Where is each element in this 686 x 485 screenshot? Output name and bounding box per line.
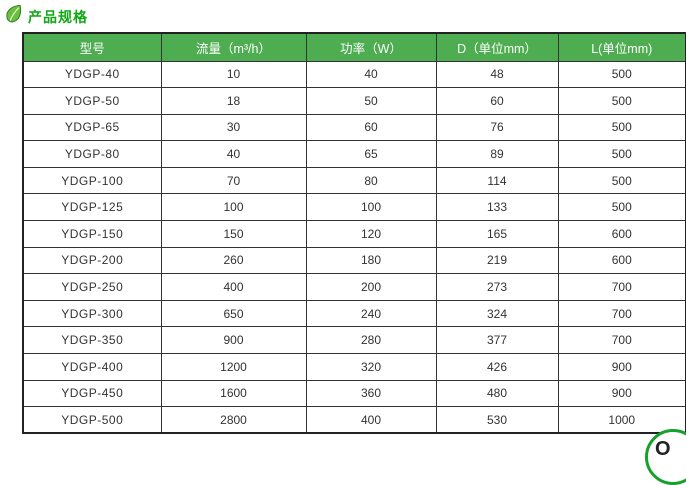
table-cell: 900: [557, 379, 686, 408]
table-cell: 500: [557, 193, 686, 222]
table-cell: 500: [557, 87, 686, 115]
column-header-power: 功率（W）: [305, 32, 437, 62]
column-header-l-mm: L(单位mm): [557, 32, 686, 62]
table-cell: YDGP-350: [22, 326, 162, 355]
table-cell: 600: [557, 246, 686, 275]
table-row: YDGP-350 900 280 377 700: [22, 326, 686, 355]
table-cell: 240: [305, 299, 437, 328]
table-cell: YDGP-300: [22, 299, 162, 328]
table-cell: 400: [305, 406, 437, 434]
table-cell: 426: [435, 353, 559, 381]
table-cell: 1200: [160, 353, 307, 381]
table-row: YDGP-150 150 120 165 600: [22, 220, 686, 248]
table-cell: 50: [305, 87, 437, 115]
table-row: YDGP-200 260 180 219 600: [22, 246, 686, 275]
table-cell: 200: [305, 273, 437, 301]
table-row: YDGP-250 400 200 273 700: [22, 273, 686, 301]
table-cell: 60: [305, 113, 437, 142]
table-row: YDGP-450 1600 360 480 900: [22, 379, 686, 408]
table-cell: 60: [435, 87, 559, 115]
table-cell: 65: [305, 140, 437, 168]
table-cell: YDGP-500: [22, 406, 162, 434]
table-cell: 114: [435, 166, 559, 195]
table-cell: 500: [557, 166, 686, 195]
page-title: 产品规格: [28, 8, 88, 25]
table-cell: YDGP-200: [22, 246, 162, 275]
table-cell: 530: [435, 406, 559, 434]
table-cell: 10: [160, 60, 307, 89]
leaf-icon: [4, 4, 24, 29]
table-cell: 80: [305, 166, 437, 195]
table-cell: 100: [305, 193, 437, 222]
table-cell: 900: [160, 326, 307, 355]
table-cell: 70: [160, 166, 307, 195]
table-row: YDGP-500 2800 400 530 1000: [22, 406, 686, 434]
watermark-text: O: [655, 438, 671, 460]
table-cell: 260: [160, 246, 307, 275]
table-row: YDGP-100 70 80 114 500: [22, 166, 686, 195]
table-cell: YDGP-40: [22, 60, 162, 89]
table-cell: 30: [160, 113, 307, 142]
table-cell: 500: [557, 140, 686, 168]
table-cell: 400: [160, 273, 307, 301]
section-title-bar: 产品规格: [4, 4, 88, 29]
partial-circle-logo: O: [645, 429, 686, 485]
table-row: YDGP-65 30 60 76 500: [22, 113, 686, 142]
table-cell: 360: [305, 379, 437, 408]
table-cell: 219: [435, 246, 559, 275]
table-cell: 1600: [160, 379, 307, 408]
table-cell: YDGP-150: [22, 220, 162, 248]
table-cell: 48: [435, 60, 559, 89]
table-row: YDGP-80 40 65 89 500: [22, 140, 686, 168]
table-cell: 500: [557, 113, 686, 142]
table-row: YDGP-300 650 240 324 700: [22, 299, 686, 328]
column-header-model: 型号: [22, 32, 162, 62]
table-cell: 700: [557, 273, 686, 301]
table-row: YDGP-400 1200 320 426 900: [22, 353, 686, 381]
table-cell: 700: [557, 299, 686, 328]
table-cell: 700: [557, 326, 686, 355]
table-cell: 89: [435, 140, 559, 168]
table-cell: 150: [160, 220, 307, 248]
table-cell: 40: [160, 140, 307, 168]
table-cell: 120: [305, 220, 437, 248]
table-cell: 377: [435, 326, 559, 355]
table-cell: YDGP-50: [22, 87, 162, 115]
table-cell: 2800: [160, 406, 307, 434]
table-cell: 165: [435, 220, 559, 248]
table-cell: 650: [160, 299, 307, 328]
table-cell: YDGP-125: [22, 193, 162, 222]
table-cell: 900: [557, 353, 686, 381]
column-header-flow: 流量（m³/h）: [160, 32, 307, 62]
table-body: YDGP-40 10 40 48 500 YDGP-50 18 50 60 500 YDGP-65 3…: [22, 60, 686, 434]
table-cell: 18: [160, 87, 307, 115]
table-cell: 480: [435, 379, 559, 408]
column-header-d-mm: D（单位mm）: [435, 32, 559, 62]
table-cell: 280: [305, 326, 437, 355]
table-cell: 133: [435, 193, 559, 222]
table-cell: YDGP-100: [22, 166, 162, 195]
table-cell: YDGP-80: [22, 140, 162, 168]
table-cell: YDGP-450: [22, 379, 162, 408]
table-cell: 1000: [557, 406, 686, 434]
table-cell: 324: [435, 299, 559, 328]
table-cell: 320: [305, 353, 437, 381]
table-cell: 500: [557, 60, 686, 89]
table-row: YDGP-40 10 40 48 500: [22, 60, 686, 89]
table-cell: 100: [160, 193, 307, 222]
table-cell: 40: [305, 60, 437, 89]
table-header-row: 型号 流量（m³/h） 功率（W） D（单位mm） L(单位mm): [22, 32, 686, 62]
table-cell: YDGP-250: [22, 273, 162, 301]
table-row: YDGP-125 100 100 133 500: [22, 193, 686, 222]
table-row: YDGP-50 18 50 60 500: [22, 87, 686, 115]
table-cell: 180: [305, 246, 437, 275]
table-cell: YDGP-65: [22, 113, 162, 142]
table-cell: YDGP-400: [22, 353, 162, 381]
table-cell: 76: [435, 113, 559, 142]
spec-table: 型号 流量（m³/h） 功率（W） D（单位mm） L(单位mm) YDGP-4…: [22, 32, 686, 435]
table-cell: 273: [435, 273, 559, 301]
table-cell: 600: [557, 220, 686, 248]
